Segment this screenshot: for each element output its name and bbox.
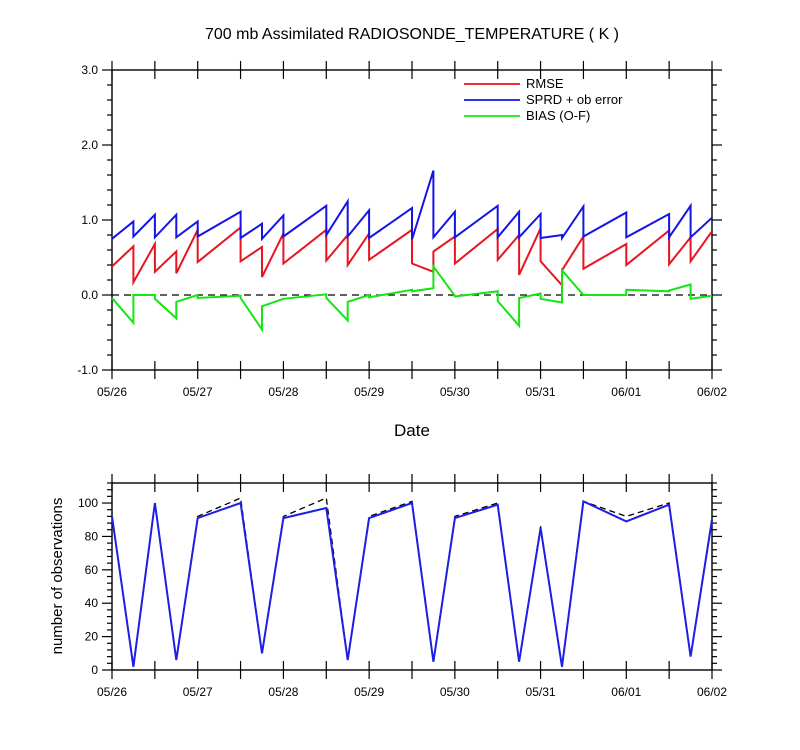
y-tick-label: 60 bbox=[85, 563, 99, 577]
x-axis-label: Date bbox=[394, 421, 430, 440]
x-tick-label: 06/02 bbox=[697, 685, 727, 699]
y-tick-label: 3.0 bbox=[81, 63, 98, 77]
y-tick-label: 1.0 bbox=[81, 213, 98, 227]
y-tick-label: 40 bbox=[85, 596, 99, 610]
observations-panel: 05/26 05/27 05/28 05/29 05/30 05/31 06/01 06/02… bbox=[78, 474, 727, 699]
legend-label: RMSE bbox=[526, 76, 564, 91]
x-tick-label: 06/01 bbox=[611, 385, 641, 399]
y-tick-label: 2.0 bbox=[81, 138, 98, 152]
x-tick-label: 05/31 bbox=[526, 685, 556, 699]
chart-title: 700 mb Assimilated RADIOSONDE_TEMPERATUR… bbox=[205, 26, 619, 43]
legend-label: BIAS (O-F) bbox=[526, 108, 590, 123]
bottom-series-line-0 bbox=[111, 497, 713, 667]
x-tick-label: 05/30 bbox=[440, 685, 470, 699]
x-tick-label: 05/29 bbox=[354, 385, 384, 399]
x-tick-label: 05/30 bbox=[440, 385, 470, 399]
x-tick-label: 05/31 bbox=[526, 385, 556, 399]
x-tick-label: 05/27 bbox=[183, 685, 213, 699]
top-series-line-2 bbox=[111, 263, 713, 333]
top-series-line-1 bbox=[111, 170, 713, 242]
x-tick-label: 05/28 bbox=[268, 685, 298, 699]
bottom-plot-frame bbox=[111, 482, 713, 671]
y-tick-label: 100 bbox=[78, 496, 98, 510]
y-tick-label: 20 bbox=[85, 630, 99, 644]
x-tick-label: 05/28 bbox=[268, 385, 298, 399]
y-tick-label: 0 bbox=[91, 663, 98, 677]
rmse-panel: 05/26 05/27 05/28 05/29 05/30 05/31 06/01 06/02… bbox=[77, 61, 727, 399]
x-tick-label: 05/27 bbox=[183, 385, 213, 399]
y-axis-label-observations: number of observations bbox=[49, 498, 66, 655]
bottom-series-line-1 bbox=[111, 499, 713, 667]
x-tick-label: 05/29 bbox=[354, 685, 384, 699]
x-tick-label: 05/26 bbox=[97, 385, 127, 399]
y-tick-label: 80 bbox=[85, 529, 99, 543]
x-tick-label: 06/02 bbox=[697, 385, 727, 399]
x-tick-label: 05/26 bbox=[97, 685, 127, 699]
legend-label: SPRD + ob error bbox=[526, 92, 623, 107]
x-tick-label: 06/01 bbox=[611, 685, 641, 699]
y-tick-label: 0.0 bbox=[81, 288, 98, 302]
y-tick-label: -1.0 bbox=[77, 363, 98, 377]
